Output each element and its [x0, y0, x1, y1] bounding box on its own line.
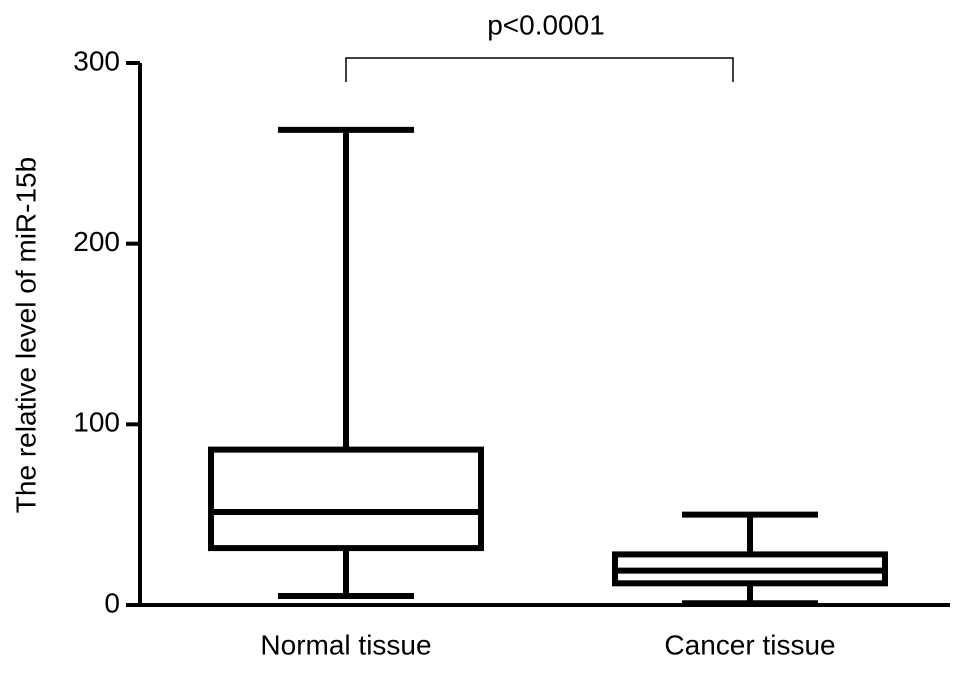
- x-tick-label: Normal tissue: [260, 629, 431, 660]
- annotation: p<0.0001: [487, 9, 605, 40]
- box: [208, 446, 484, 552]
- x-tick-label: Cancer tissue: [664, 629, 835, 660]
- y-axis-label: The relative level of miR-15b: [10, 157, 41, 513]
- y-tick-label: 200: [73, 226, 120, 257]
- significance-bracket: [345, 57, 734, 82]
- y-tick-label: 300: [73, 45, 120, 76]
- y-tick-label: 100: [73, 407, 120, 438]
- y-tick-label: 0: [104, 587, 120, 618]
